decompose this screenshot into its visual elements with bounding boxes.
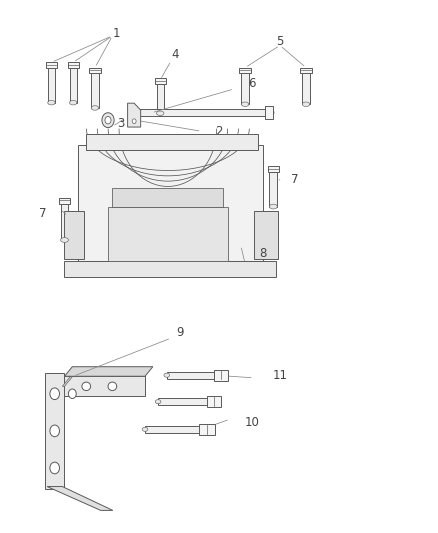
Polygon shape bbox=[62, 377, 72, 386]
Bar bbox=[67, 62, 79, 68]
Ellipse shape bbox=[82, 382, 91, 391]
Ellipse shape bbox=[60, 238, 68, 243]
Text: 8: 8 bbox=[259, 247, 266, 260]
Bar bbox=[268, 166, 279, 172]
Text: 3: 3 bbox=[117, 117, 125, 130]
Bar bbox=[60, 204, 68, 240]
Text: 7: 7 bbox=[291, 173, 299, 185]
Ellipse shape bbox=[70, 100, 77, 105]
Bar bbox=[241, 74, 249, 104]
Bar bbox=[70, 68, 77, 103]
Text: 10: 10 bbox=[244, 416, 259, 430]
Polygon shape bbox=[207, 397, 221, 407]
Polygon shape bbox=[64, 367, 153, 376]
Ellipse shape bbox=[131, 109, 138, 117]
Ellipse shape bbox=[269, 204, 277, 209]
Text: 6: 6 bbox=[248, 77, 255, 90]
Bar bbox=[155, 78, 166, 84]
Ellipse shape bbox=[50, 462, 60, 474]
Text: 11: 11 bbox=[272, 369, 287, 382]
Bar bbox=[265, 107, 272, 119]
Polygon shape bbox=[254, 211, 278, 259]
Bar bbox=[302, 74, 310, 104]
Ellipse shape bbox=[132, 119, 136, 124]
Text: 9: 9 bbox=[176, 326, 184, 340]
Ellipse shape bbox=[267, 109, 274, 117]
Polygon shape bbox=[167, 372, 228, 378]
Text: 5: 5 bbox=[276, 35, 284, 47]
Polygon shape bbox=[64, 261, 276, 277]
Text: 4: 4 bbox=[172, 48, 179, 61]
Ellipse shape bbox=[241, 102, 249, 107]
Bar bbox=[64, 376, 145, 397]
Bar bbox=[89, 68, 101, 74]
Ellipse shape bbox=[164, 373, 170, 377]
Ellipse shape bbox=[91, 106, 99, 110]
Ellipse shape bbox=[50, 425, 60, 437]
Bar bbox=[113, 188, 223, 207]
Ellipse shape bbox=[156, 111, 164, 116]
Bar bbox=[269, 172, 277, 207]
Polygon shape bbox=[127, 103, 141, 127]
Bar bbox=[135, 109, 270, 116]
Ellipse shape bbox=[105, 116, 111, 124]
Bar bbox=[59, 198, 71, 204]
Polygon shape bbox=[64, 211, 84, 259]
Bar bbox=[46, 62, 57, 68]
Text: 1: 1 bbox=[113, 27, 120, 39]
Ellipse shape bbox=[48, 100, 55, 105]
Polygon shape bbox=[199, 424, 215, 434]
Ellipse shape bbox=[302, 102, 310, 107]
Ellipse shape bbox=[108, 382, 117, 391]
Ellipse shape bbox=[102, 113, 114, 127]
Ellipse shape bbox=[142, 427, 148, 431]
Text: 2: 2 bbox=[215, 125, 223, 138]
Ellipse shape bbox=[155, 400, 161, 404]
Bar bbox=[91, 74, 99, 108]
Polygon shape bbox=[47, 487, 113, 511]
Bar bbox=[240, 68, 251, 74]
Polygon shape bbox=[78, 144, 262, 261]
Text: 7: 7 bbox=[39, 207, 46, 220]
Bar bbox=[108, 207, 228, 261]
Polygon shape bbox=[214, 370, 228, 381]
Bar bbox=[156, 84, 164, 114]
Bar bbox=[45, 373, 64, 489]
Polygon shape bbox=[86, 134, 258, 150]
Bar bbox=[300, 68, 312, 74]
Bar bbox=[48, 68, 55, 103]
Polygon shape bbox=[145, 426, 215, 433]
Ellipse shape bbox=[50, 388, 60, 400]
Ellipse shape bbox=[68, 389, 76, 399]
Polygon shape bbox=[158, 398, 221, 405]
